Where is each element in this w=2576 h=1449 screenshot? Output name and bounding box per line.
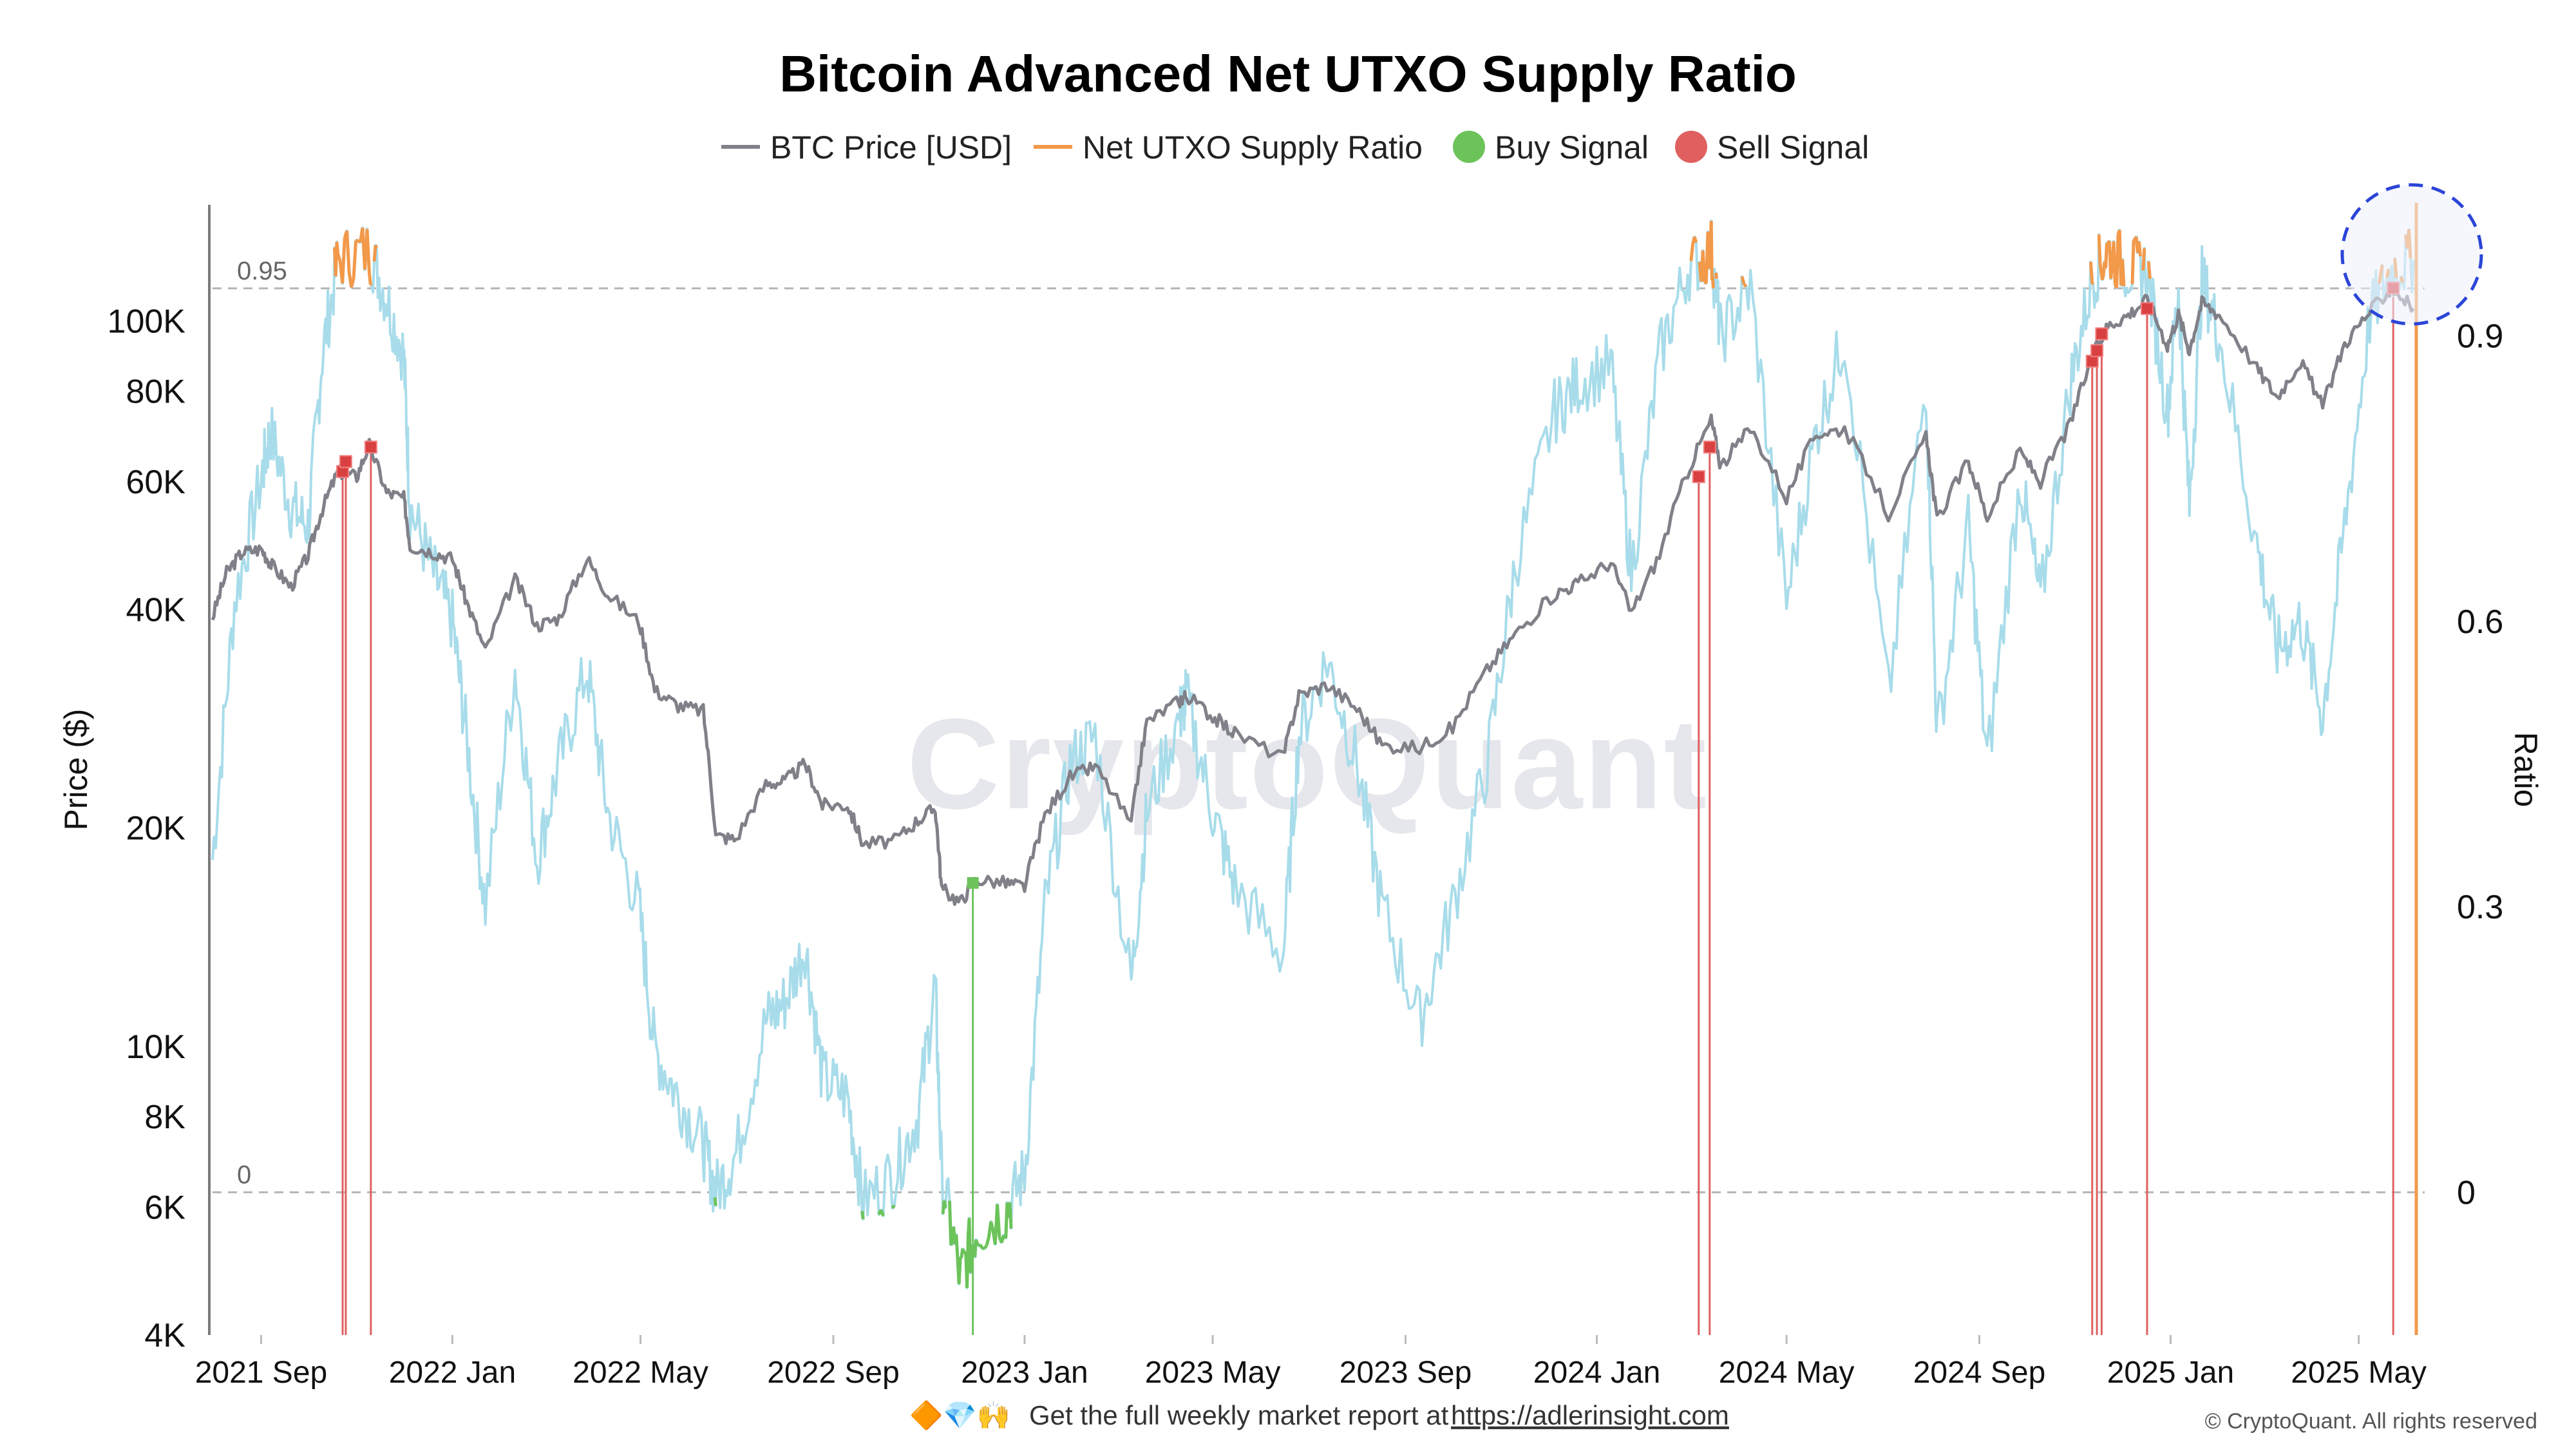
ratio-line	[211, 220, 2415, 1289]
y-left-tick-3: 10K	[126, 1028, 185, 1066]
x-tick-5: 2023 May	[1145, 1356, 1281, 1390]
y-left-tick-7: 80K	[126, 374, 185, 411]
buy-signal-marker-0[interactable]	[967, 876, 979, 889]
ratio-series	[211, 220, 2415, 1289]
x-tick-11: 2025 May	[2291, 1356, 2427, 1390]
sell-signal-marker-7[interactable]	[2095, 327, 2108, 341]
x-tick-0: 2021 Sep	[195, 1356, 328, 1390]
footer: 🔶💎🙌 Get the full weekly market report at…	[909, 1399, 2537, 1434]
y-right-tick-0: 0	[2457, 1174, 2476, 1211]
legend-item-0[interactable]: BTC Price [USD]	[721, 129, 1012, 166]
ratio-line-above-threshold	[333, 220, 2412, 289]
sell-signal-marker-8[interactable]	[2140, 302, 2154, 316]
y-left-tick-8: 100K	[108, 303, 186, 340]
x-tick-3: 2022 Sep	[767, 1356, 900, 1390]
x-tick-7: 2024 Jan	[1533, 1356, 1661, 1390]
legend-item-2[interactable]: Buy Signal	[1453, 129, 1649, 166]
y-left-tick-2: 8K	[144, 1099, 185, 1136]
ratio-line-below-zero	[713, 1197, 1013, 1288]
legend-label: BTC Price [USD]	[770, 129, 1012, 166]
x-tick-10: 2025 Jan	[2107, 1356, 2235, 1390]
y-left-tick-1: 6K	[144, 1189, 185, 1227]
sell-signal-marker-4[interactable]	[1703, 440, 1716, 454]
y-right-tick-2: 0.6	[2457, 603, 2503, 641]
y-left-tick-5: 40K	[126, 592, 185, 629]
legend: BTC Price [USD] Net UTXO Supply Ratio Buy …	[721, 129, 1869, 166]
legend-item-3[interactable]: Sell Signal	[1675, 129, 1869, 166]
legend-item-1[interactable]: Net UTXO Supply Ratio	[1034, 129, 1423, 166]
y-left-tick-4: 20K	[126, 810, 185, 848]
x-axis-ticks: 2021 Sep 2022 Jan 2022 May 2022 Sep 2023 Jan…	[195, 1335, 2427, 1390]
x-tick-8: 2024 May	[1719, 1356, 1855, 1390]
chart-title: Bitcoin Advanced Net UTXO Supply Ratio	[779, 45, 1796, 102]
legend-swatch	[1675, 131, 1707, 163]
footer-emojis: 🔶💎🙌	[909, 1399, 1010, 1431]
y-left-tick-6: 60K	[126, 464, 185, 501]
y-axis-right-label: Ratio	[2508, 732, 2544, 808]
sell-signal-marker-3[interactable]	[1692, 470, 1705, 484]
x-tick-1: 2022 Jan	[389, 1356, 516, 1390]
legend-swatch	[1453, 131, 1485, 163]
reference-label-1: 0	[237, 1160, 251, 1189]
x-tick-4: 2023 Jan	[961, 1356, 1088, 1390]
sell-signal-marker-2[interactable]	[364, 440, 377, 454]
x-tick-9: 2024 Sep	[1913, 1356, 2046, 1390]
signal-lines	[341, 202, 2418, 1335]
copyright: © CryptoQuant. All rights reserved	[2205, 1409, 2537, 1434]
reference-label-0: 0.95	[237, 257, 287, 285]
legend-label: Sell Signal	[1717, 129, 1869, 166]
x-tick-6: 2023 Sep	[1340, 1356, 1472, 1390]
legend-label: Net UTXO Supply Ratio	[1083, 129, 1423, 166]
y-axis-right-ticks: 0 0.3 0.6 0.9	[2457, 318, 2503, 1212]
y-right-tick-1: 0.3	[2457, 889, 2503, 926]
footer-text: Get the full weekly market report at	[1029, 1400, 1449, 1430]
reference-lines: 0.95 0	[213, 257, 2425, 1193]
x-tick-2: 2022 May	[573, 1356, 708, 1390]
y-axis-left-ticks: 4K 6K 8K 10K 20K 40K 60K 80K 100K	[108, 303, 186, 1354]
footer-link[interactable]: https://adlerinsight.com	[1451, 1400, 1729, 1430]
sell-signal-marker-6[interactable]	[2090, 344, 2104, 357]
highlight-circle	[2340, 183, 2483, 326]
sell-signal-marker-5[interactable]	[2085, 354, 2099, 368]
legend-label: Buy Signal	[1495, 129, 1649, 166]
y-left-tick-0: 4K	[144, 1317, 185, 1354]
sell-signal-marker-1[interactable]	[339, 455, 352, 468]
y-right-tick-3: 0.9	[2457, 318, 2503, 355]
y-axis-left-label: Price ($)	[58, 709, 94, 831]
watermark: CryptoQuant	[907, 692, 1708, 836]
